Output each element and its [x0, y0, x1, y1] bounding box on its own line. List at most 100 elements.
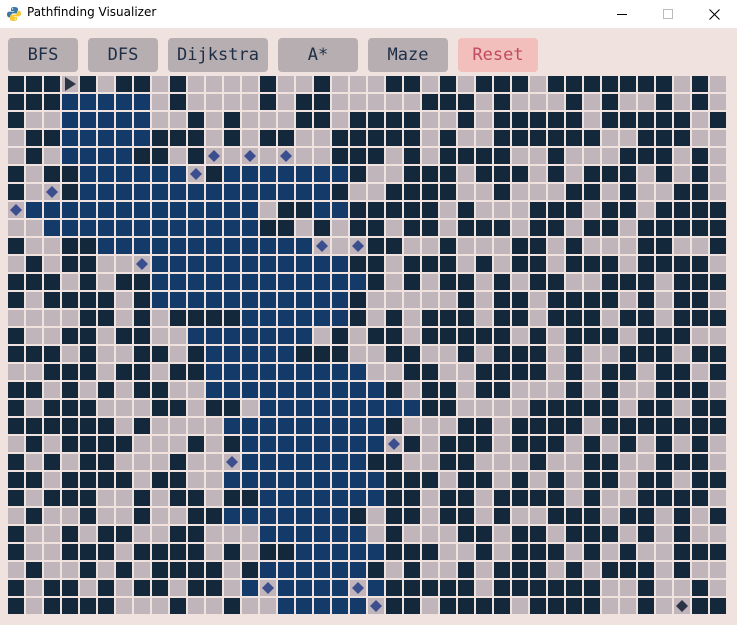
wall-cell[interactable] [530, 220, 546, 236]
wall-cell[interactable] [8, 598, 24, 614]
wall-cell[interactable] [512, 436, 528, 452]
wall-cell[interactable] [602, 202, 618, 218]
visited-cell[interactable] [206, 292, 222, 308]
wall-cell[interactable] [548, 418, 564, 434]
wall-cell[interactable] [26, 382, 42, 398]
wall-cell[interactable] [44, 94, 60, 110]
open-cell[interactable] [512, 220, 528, 236]
wall-cell[interactable] [422, 94, 438, 110]
open-cell[interactable] [422, 598, 438, 614]
wall-cell[interactable] [548, 148, 564, 164]
wall-cell[interactable] [584, 472, 600, 488]
wall-cell[interactable] [440, 400, 456, 416]
wall-cell[interactable] [152, 382, 168, 398]
visited-cell[interactable] [242, 166, 258, 182]
wall-cell[interactable] [332, 328, 348, 344]
wall-cell[interactable] [98, 436, 114, 452]
wall-cell[interactable] [80, 508, 96, 524]
visited-cell[interactable] [368, 400, 384, 416]
open-cell[interactable] [404, 292, 420, 308]
open-cell[interactable] [584, 364, 600, 380]
frontier-cell[interactable] [188, 166, 204, 182]
visited-cell[interactable] [242, 328, 258, 344]
wall-cell[interactable] [8, 544, 24, 560]
wall-cell[interactable] [674, 562, 690, 578]
visited-cell[interactable] [296, 274, 312, 290]
maximize-button[interactable] [645, 0, 691, 28]
wall-cell[interactable] [638, 562, 654, 578]
visited-cell[interactable] [368, 436, 384, 452]
visited-cell[interactable] [296, 580, 312, 596]
wall-cell[interactable] [584, 580, 600, 596]
wall-cell[interactable] [656, 76, 672, 92]
open-cell[interactable] [350, 76, 366, 92]
open-cell[interactable] [242, 130, 258, 146]
open-cell[interactable] [584, 562, 600, 578]
open-cell[interactable] [170, 328, 186, 344]
visited-cell[interactable] [278, 490, 294, 506]
open-cell[interactable] [26, 598, 42, 614]
open-cell[interactable] [116, 382, 132, 398]
visited-cell[interactable] [278, 256, 294, 272]
visited-cell[interactable] [242, 292, 258, 308]
wall-cell[interactable] [602, 256, 618, 272]
wall-cell[interactable] [440, 310, 456, 326]
wall-cell[interactable] [494, 562, 510, 578]
wall-cell[interactable] [458, 220, 474, 236]
wall-cell[interactable] [656, 238, 672, 254]
open-cell[interactable] [206, 436, 222, 452]
wall-cell[interactable] [584, 130, 600, 146]
visited-cell[interactable] [170, 220, 186, 236]
wall-cell[interactable] [44, 580, 60, 596]
visited-cell[interactable] [260, 562, 276, 578]
wall-cell[interactable] [512, 238, 528, 254]
open-cell[interactable] [620, 472, 636, 488]
visited-cell[interactable] [26, 202, 42, 218]
wall-cell[interactable] [548, 472, 564, 488]
visited-cell[interactable] [260, 436, 276, 452]
open-cell[interactable] [188, 418, 204, 434]
visited-cell[interactable] [278, 526, 294, 542]
open-cell[interactable] [386, 292, 402, 308]
wall-cell[interactable] [458, 418, 474, 434]
wall-cell[interactable] [494, 274, 510, 290]
visited-cell[interactable] [296, 544, 312, 560]
wall-cell[interactable] [584, 184, 600, 200]
wall-cell[interactable] [548, 598, 564, 614]
visited-cell[interactable] [242, 580, 258, 596]
open-cell[interactable] [422, 112, 438, 128]
wall-cell[interactable] [422, 256, 438, 272]
wall-cell[interactable] [62, 292, 78, 308]
wall-cell[interactable] [206, 562, 222, 578]
wall-cell[interactable] [620, 166, 636, 182]
wall-cell[interactable] [152, 544, 168, 560]
open-cell[interactable] [152, 328, 168, 344]
wall-cell[interactable] [98, 526, 114, 542]
open-cell[interactable] [8, 364, 24, 380]
wall-cell[interactable] [566, 202, 582, 218]
wall-cell[interactable] [440, 274, 456, 290]
open-cell[interactable] [458, 382, 474, 398]
open-cell[interactable] [566, 454, 582, 470]
wall-cell[interactable] [620, 274, 636, 290]
wall-cell[interactable] [548, 580, 564, 596]
wall-cell[interactable] [566, 238, 582, 254]
wall-cell[interactable] [548, 274, 564, 290]
wall-cell[interactable] [404, 490, 420, 506]
wall-cell[interactable] [80, 346, 96, 362]
wall-cell[interactable] [512, 256, 528, 272]
open-cell[interactable] [602, 508, 618, 524]
open-cell[interactable] [458, 400, 474, 416]
visited-cell[interactable] [314, 364, 330, 380]
visited-cell[interactable] [116, 238, 132, 254]
wall-cell[interactable] [134, 490, 150, 506]
wall-cell[interactable] [422, 328, 438, 344]
wall-cell[interactable] [170, 400, 186, 416]
wall-cell[interactable] [602, 166, 618, 182]
open-cell[interactable] [134, 526, 150, 542]
minimize-button[interactable] [599, 0, 645, 28]
visited-cell[interactable] [314, 454, 330, 470]
wall-cell[interactable] [116, 526, 132, 542]
open-cell[interactable] [206, 544, 222, 560]
wall-cell[interactable] [566, 76, 582, 92]
